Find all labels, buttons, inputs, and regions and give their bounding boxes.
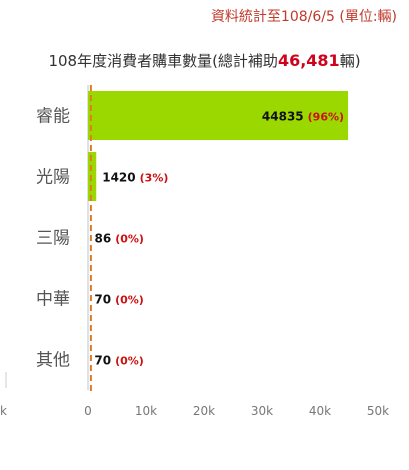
x-tick-label: 20k (193, 404, 215, 418)
chart-title: 108年度消費者購車數量(總計補助46,481輛) (0, 50, 409, 71)
value-label: 70 (0%) (94, 354, 143, 368)
source-note: 資料統計至108/6/5 (單位:輛) (210, 9, 397, 25)
category-label: 光陽 (36, 168, 70, 188)
value-label: 1420 (3%) (102, 171, 168, 185)
x-tick-label: 30k (251, 404, 273, 418)
value-percent: (3%) (140, 172, 169, 185)
x-tick-label: 0 (84, 404, 92, 418)
bar (88, 152, 97, 201)
value-number: 86 (94, 232, 111, 246)
chart-title-total: 46,481 (277, 51, 340, 70)
value-number: 1420 (102, 171, 135, 185)
value-percent: (96%) (308, 111, 344, 124)
value-percent: (0%) (115, 294, 144, 307)
value-label: 44835 (96%) (262, 110, 344, 124)
chart-title-prefix: 108年度消費者購車數量(總計補助 (48, 52, 278, 70)
x-tick-label: 10k (135, 404, 157, 418)
x-tick-label: 50k (367, 404, 389, 418)
bars-layer (88, 91, 349, 201)
value-label: 70 (0%) (94, 293, 143, 307)
category-label: 睿能 (36, 107, 70, 127)
x-tick-label: 40k (309, 404, 331, 418)
category-label: 其他 (36, 351, 70, 371)
labels-layer: 睿能 44835 (96%) 光陽 1420 (3%) 三陽 86 (0%) 中華 70 (0%) 其他… (36, 107, 344, 371)
value-number: 70 (94, 354, 111, 368)
value-label: 86 (0%) (94, 232, 143, 246)
category-label: 中華 (36, 290, 70, 310)
chart-title-suffix: 輛) (339, 52, 361, 70)
value-number: 70 (94, 293, 111, 307)
value-number: 44835 (262, 110, 304, 124)
bar (88, 91, 349, 140)
ticks-layer: 0 10k 20k 30k 40k 50k k (0, 372, 389, 418)
value-percent: (0%) (115, 355, 144, 368)
x-tick-label-edge: k (0, 404, 7, 418)
value-percent: (0%) (115, 233, 144, 246)
category-label: 三陽 (36, 229, 70, 249)
